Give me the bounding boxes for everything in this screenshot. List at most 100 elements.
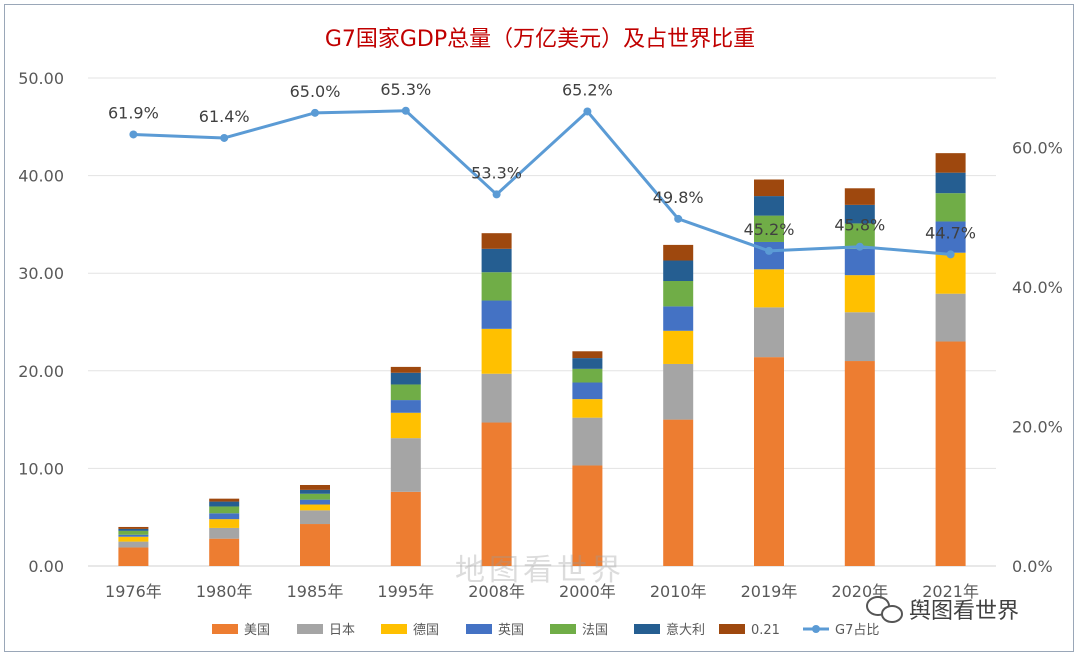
bar-segment-1 xyxy=(209,538,240,566)
bar-segment-1 xyxy=(754,357,784,566)
g7-share-data-label: 61.9% xyxy=(108,103,159,122)
bar-segment-3 xyxy=(663,330,694,364)
g7-share-data-label: 45.8% xyxy=(834,216,885,235)
x-tick-label: 1995年 xyxy=(377,582,434,601)
bar-segment-7 xyxy=(300,484,330,490)
legend-label: 法国 xyxy=(582,623,608,638)
g7-share-data-label: 65.3% xyxy=(380,80,431,99)
g7-share-point xyxy=(220,133,229,142)
bar-segment-3 xyxy=(572,399,603,418)
logo-text: 舆图看世界 xyxy=(909,599,1019,624)
bar-segment-1 xyxy=(844,361,875,566)
bar-segment-6 xyxy=(572,358,603,369)
g7-share-data-label: 44.7% xyxy=(925,223,976,242)
bar-segment-2 xyxy=(844,312,875,362)
legend-swatch-5 xyxy=(550,624,576,634)
bar-segment-2 xyxy=(572,417,603,466)
legend-swatch-4 xyxy=(466,624,492,634)
legend-label: 0.21 xyxy=(751,623,780,638)
bar-segment-3 xyxy=(209,519,240,528)
y-left-tick-label: 50.00 xyxy=(18,69,64,88)
bar-segment-7 xyxy=(754,179,784,197)
x-tick-label: 2008年 xyxy=(468,582,525,601)
x-tick-label: 1976年 xyxy=(105,582,162,601)
bar-segment-2 xyxy=(300,510,330,525)
bar-segment-2 xyxy=(754,307,784,358)
bar-segment-6 xyxy=(844,204,875,224)
bar-segment-4 xyxy=(935,221,966,253)
g7-share-point xyxy=(129,130,138,139)
chart-title: G7国家GDP总量（万亿美元）及占世界比重 xyxy=(325,27,755,52)
bar-segment-7 xyxy=(209,498,240,502)
y-left-tick-label: 30.00 xyxy=(18,264,64,283)
bar-segment-6 xyxy=(663,260,694,282)
bar-segment-6 xyxy=(300,489,330,494)
x-tick-label: 2010年 xyxy=(650,582,707,601)
g7-share-point xyxy=(583,107,592,116)
bar-segment-3 xyxy=(118,536,149,542)
bar-segment-6 xyxy=(118,528,149,531)
x-tick-label: 2021年 xyxy=(922,582,979,601)
bar-segment-1 xyxy=(390,491,421,566)
bar-segment-2 xyxy=(935,293,966,342)
y-right-tick-label: 60.0% xyxy=(1012,139,1063,158)
legend-label: 美国 xyxy=(244,623,270,638)
bar-segment-4 xyxy=(572,382,603,400)
bar-segment-4 xyxy=(663,306,694,331)
bar-segment-4 xyxy=(481,300,512,329)
legend-label: 英国 xyxy=(498,623,524,638)
bar-segment-3 xyxy=(754,269,784,308)
g7-share-point xyxy=(855,242,864,251)
g7-share-data-label: 53.3% xyxy=(471,163,522,182)
bar-segment-2 xyxy=(481,373,512,423)
y-left-tick-label: 20.00 xyxy=(18,362,64,381)
y-right-tick-label: 40.0% xyxy=(1012,278,1063,297)
x-tick-label: 2020年 xyxy=(831,582,888,601)
legend-swatch-1 xyxy=(212,624,238,634)
chart-frame xyxy=(4,4,1074,652)
bar-segment-5 xyxy=(390,384,421,401)
g7-share-point xyxy=(674,214,683,223)
y-left-tick-label: 0.00 xyxy=(28,557,64,576)
watermark: 地图看世界 xyxy=(455,553,625,588)
bar-segment-6 xyxy=(390,372,421,385)
g7-share-point xyxy=(401,106,410,115)
legend-swatch-3 xyxy=(381,624,407,634)
bar-segment-7 xyxy=(118,526,149,529)
y-left-tick-label: 40.00 xyxy=(18,167,64,186)
y-right-tick-label: 20.0% xyxy=(1012,418,1063,437)
legend-swatch-6 xyxy=(634,624,660,634)
bar-segment-3 xyxy=(481,328,512,374)
bar-segment-4 xyxy=(118,534,149,537)
y-left-tick-label: 10.00 xyxy=(18,459,64,478)
bar-segment-5 xyxy=(663,281,694,307)
bar-segment-5 xyxy=(481,272,512,301)
g7-share-point xyxy=(311,108,319,117)
bar-segment-3 xyxy=(390,412,421,439)
bar-segment-3 xyxy=(844,275,875,313)
g7-share-point xyxy=(492,190,501,199)
x-tick-label: 2019年 xyxy=(741,582,798,601)
bar-segment-7 xyxy=(572,351,603,359)
bar-segment-6 xyxy=(481,248,512,273)
bar-segment-3 xyxy=(300,504,330,511)
legend-line-marker xyxy=(812,625,820,633)
bar-segment-5 xyxy=(572,368,603,383)
legend-label: 日本 xyxy=(329,623,355,638)
bar-segment-2 xyxy=(118,541,149,548)
bar-segment-2 xyxy=(390,438,421,492)
legend-label: G7占比 xyxy=(835,623,879,638)
bar-segment-1 xyxy=(481,422,512,566)
bar-segment-6 xyxy=(209,501,240,507)
bar-segment-5 xyxy=(754,215,784,242)
bar-segment-5 xyxy=(209,506,240,514)
x-tick-label: 1980年 xyxy=(196,582,253,601)
g7-share-data-label: 65.0% xyxy=(290,82,341,101)
g7-share-data-label: 61.4% xyxy=(199,107,250,126)
bar-segment-2 xyxy=(209,527,240,539)
g7-share-data-label: 45.2% xyxy=(744,220,795,239)
legend-swatch-7 xyxy=(719,624,745,634)
g7-share-data-label: 65.2% xyxy=(562,80,613,99)
bar-segment-6 xyxy=(935,172,966,194)
bar-segment-7 xyxy=(844,188,875,205)
